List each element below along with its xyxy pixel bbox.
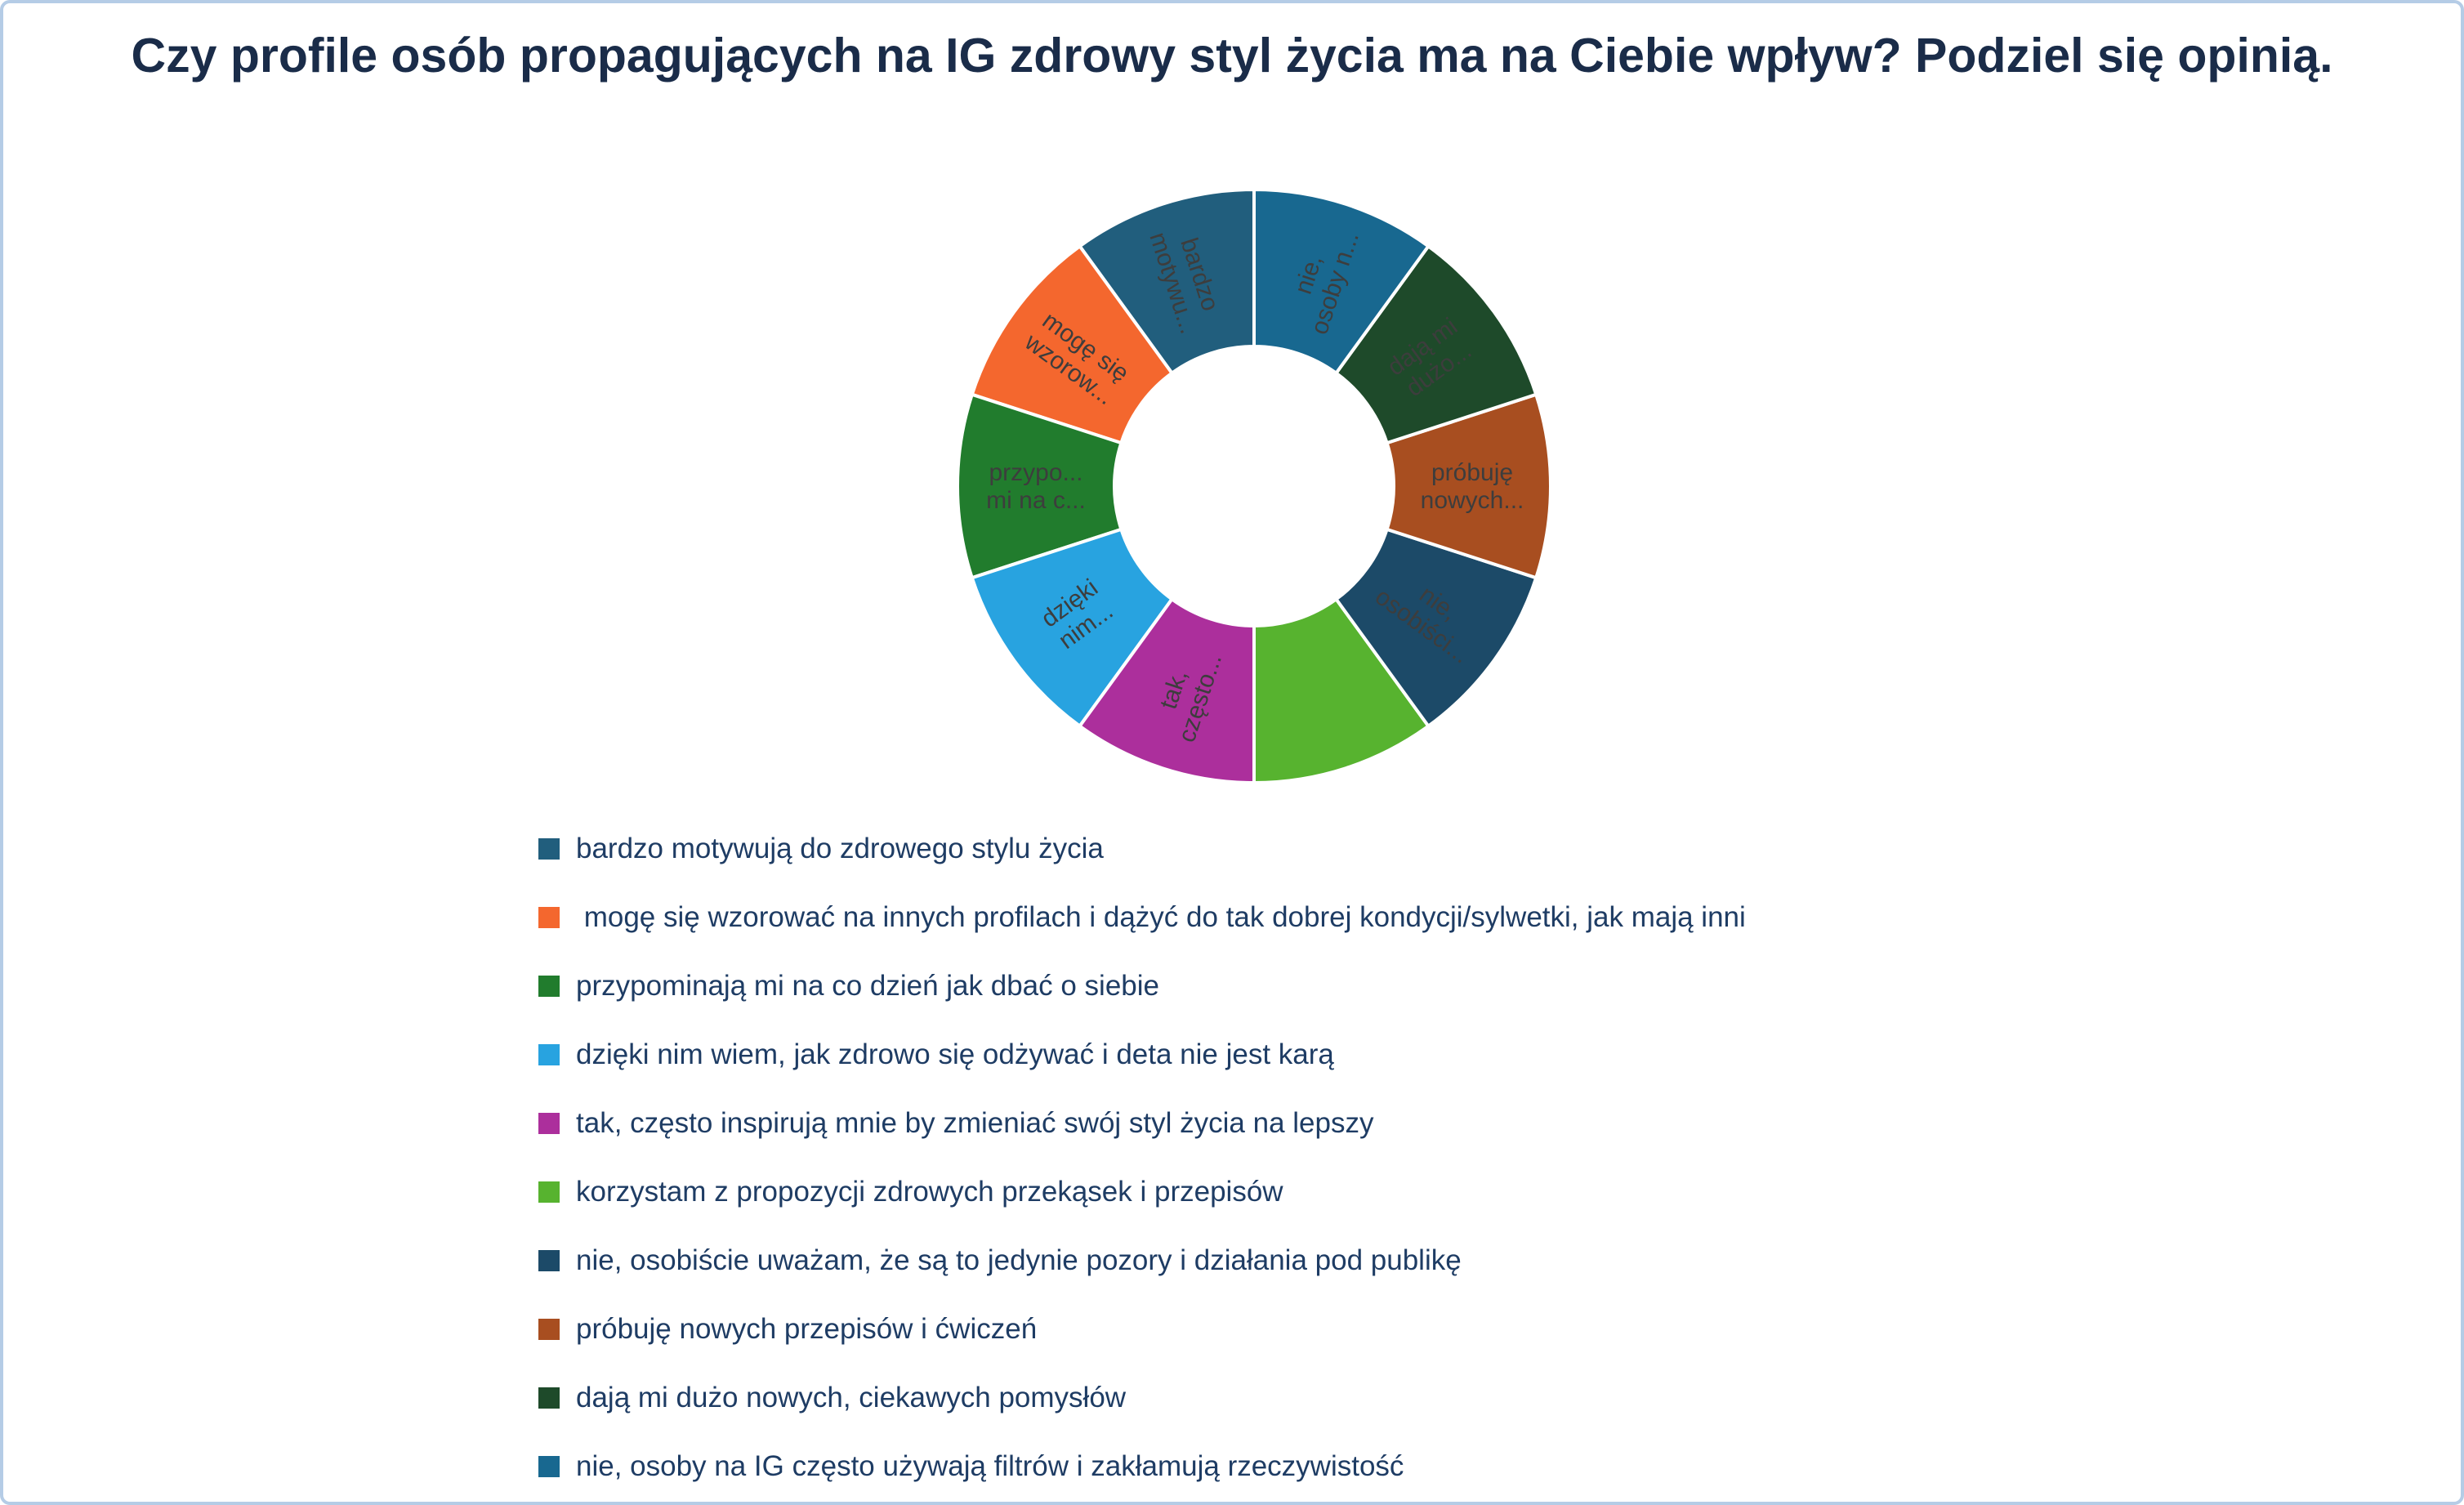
legend-swatch (538, 1181, 560, 1203)
slice-label: dziękinim... (1037, 574, 1119, 655)
slice-label: przypo... mi na c... (986, 459, 1086, 514)
donut-slice (956, 392, 1123, 580)
donut-slice (1385, 392, 1552, 580)
legend-item: tak, często inspirują mnie by zmieniać s… (538, 1089, 1746, 1158)
chart-title: Czy profile osób propagujących na IG zdr… (131, 29, 2333, 83)
legend-label: korzystam z propozycji zdrowych przekąse… (576, 1176, 1283, 1208)
legend-swatch (538, 1387, 560, 1409)
legend-item: korzystam z propozycji zdrowych przekąse… (538, 1158, 1746, 1226)
legend-label: przypominają mi na co dzień jak dbać o s… (576, 970, 1159, 1002)
donut-slice (1333, 527, 1538, 729)
legend-item: bardzo motywują do zdrowego stylu życia (538, 815, 1746, 883)
legend-swatch (538, 907, 560, 928)
legend-item: przypominają mi na co dzień jak dbać o s… (538, 952, 1746, 1020)
donut-slice (970, 243, 1175, 445)
legend-item: dzięki nim wiem, jak zdrowo się odżywać … (538, 1020, 1746, 1089)
legend-swatch (538, 1044, 560, 1065)
legend-label: próbuję nowych przepisów i ćwiczeń (576, 1313, 1038, 1345)
legend-item: dają mi dużo nowych, ciekawych pomysłów (538, 1364, 1746, 1432)
legend-label: bardzo motywują do zdrowego stylu życia (576, 833, 1104, 864)
legend-label: dzięki nim wiem, jak zdrowo się odżywać … (576, 1038, 1334, 1070)
donut-slice (1252, 596, 1431, 785)
legend-swatch (538, 838, 560, 860)
legend-item: próbuję nowych przepisów i ćwiczeń (538, 1295, 1746, 1364)
donut-slice (1077, 187, 1256, 376)
legend-label: nie, osobiście uważam, że są to jedynie … (576, 1244, 1462, 1276)
legend-label: nie, osoby na IG często używają filtrów … (576, 1450, 1404, 1482)
legend-swatch (538, 1456, 560, 1477)
legend-item: nie, osoby na IG często używają filtrów … (538, 1432, 1746, 1501)
donut-slice (1077, 596, 1256, 785)
legend-swatch (538, 976, 560, 997)
legend-swatch (538, 1319, 560, 1340)
legend-label: dają mi dużo nowych, ciekawych pomysłów (576, 1382, 1127, 1413)
donut-slice (970, 527, 1175, 729)
legend-swatch (538, 1113, 560, 1134)
chart-legend: bardzo motywują do zdrowego stylu życia … (538, 815, 1746, 1501)
donut-slice (1252, 187, 1431, 376)
legend-item: mogę się wzorować na innych profilach i … (538, 883, 1746, 952)
slice-label: próbuję nowych... (1421, 459, 1524, 514)
legend-label: mogę się wzorować na innych profilach i … (576, 901, 1746, 933)
legend-swatch (538, 1250, 560, 1271)
donut-slice (1333, 243, 1538, 445)
donut-chart: bardzomotywu...mogę sięwzorow...przypo..… (956, 187, 1552, 785)
legend-label: tak, często inspirują mnie by zmieniać s… (576, 1107, 1374, 1139)
legend-item: nie, osobiście uważam, że są to jedynie … (538, 1226, 1746, 1295)
